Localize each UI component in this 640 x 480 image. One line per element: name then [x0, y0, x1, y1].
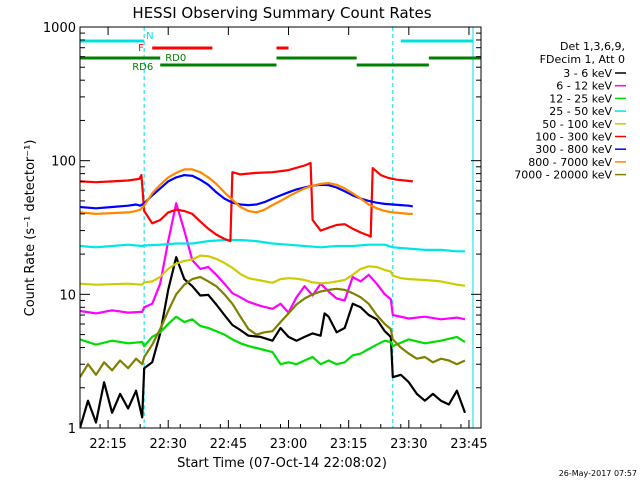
y-axis-label: Count Rate (s⁻¹ detector⁻¹) [23, 140, 38, 317]
legend-header: FDecim 1, Att 0 [540, 53, 625, 66]
y-tick-label: 10 [59, 288, 76, 303]
flag-bars: NF RD0 RD6 [80, 31, 481, 73]
flag-label: F [138, 43, 144, 54]
y-tick-label: 1000 [43, 21, 76, 36]
x-tick-label: 23:15 [330, 437, 367, 452]
flag-label: RD0 [165, 53, 186, 64]
x-tick-label: 23:00 [270, 437, 307, 452]
y-tick-label: 100 [51, 155, 76, 170]
flag-label: RD6 [132, 62, 153, 73]
y-tick-label: 1 [68, 422, 76, 437]
series-line [80, 238, 465, 253]
chart-title: HESSI Observing Summary Count Rates [132, 4, 431, 22]
x-tick-label: 22:15 [89, 437, 126, 452]
y-axis: 1 10 100 1000 [43, 21, 481, 437]
series-line [80, 202, 466, 321]
legend-entry-label: 300 - 800 keV [535, 143, 612, 156]
legend-entry-label: 100 - 300 keV [535, 131, 612, 144]
series-line [80, 254, 466, 287]
series-line [80, 168, 413, 215]
x-tick-label: 23:30 [390, 437, 427, 452]
x-tick-label: 22:45 [210, 437, 247, 452]
legend-header: Det 1,3,6,9, [560, 40, 625, 53]
series-line [80, 256, 467, 428]
plot-frame [79, 26, 482, 429]
legend-entry-label: 50 - 100 keV [542, 118, 612, 131]
legend-entry-label: 3 - 6 keV [563, 67, 612, 80]
x-tick-label: 22:30 [149, 437, 186, 452]
legend-entry-label: 12 - 25 keV [549, 92, 612, 105]
series-line [80, 161, 413, 243]
flag-label: N [146, 31, 153, 42]
x-axis: 22:15 22:30 22:45 23:00 23:15 23:30 23:45 [79, 27, 488, 452]
boundary-lines [79, 27, 474, 428]
legend-entry-label: 25 - 50 keV [549, 105, 612, 118]
legend-entry-label: 6 - 12 keV [556, 80, 612, 93]
series-lines [80, 161, 467, 428]
x-tick-label: 23:45 [450, 437, 487, 452]
legend-entry-label: 7000 - 20000 keV [514, 169, 612, 182]
legend-entry-label: 800 - 7000 keV [528, 156, 612, 169]
x-axis-label: Start Time (07-Oct-14 22:08:02) [177, 456, 387, 471]
timestamp: 26-May-2017 07:57 [559, 469, 637, 478]
series-line [80, 275, 466, 378]
